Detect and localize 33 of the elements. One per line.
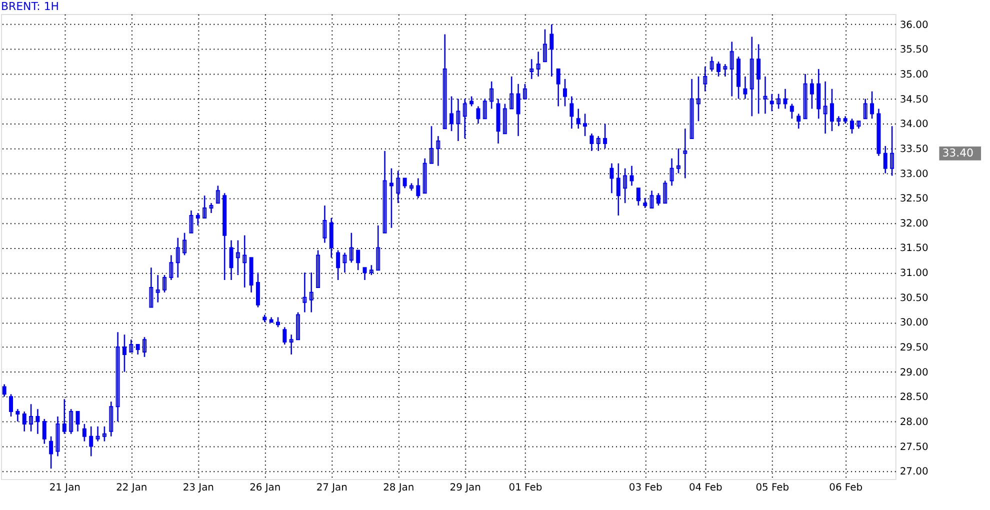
x-tick-label: 26 Jan: [250, 482, 281, 494]
x-tick-label: 27 Jan: [316, 482, 348, 494]
y-tick-label: 29.00: [900, 367, 928, 378]
y-tick-label: 32.00: [900, 218, 928, 230]
y-tick-label: 28.00: [900, 416, 928, 428]
x-tick-label: 04 Feb: [688, 482, 722, 494]
y-tick-label: 32.50: [900, 194, 928, 205]
x-tick-label: 06 Feb: [829, 482, 863, 494]
y-tick-label: 36.00: [900, 20, 928, 31]
x-tick-label: 05 Feb: [756, 482, 790, 494]
x-tick-label: 29 Jan: [450, 482, 481, 494]
text: 33.40: [942, 146, 974, 160]
y-tick-label: 34.00: [900, 119, 928, 130]
y-tick-label: 33.00: [900, 168, 928, 180]
x-tick-label: 23 Jan: [182, 482, 214, 494]
x-tick-label: 01 Feb: [508, 482, 542, 494]
y-tick-label: 27.00: [900, 466, 928, 478]
x-tick-label: 03 Feb: [628, 482, 662, 494]
y-tick-label: 28.50: [900, 392, 928, 404]
x-tick-label: 28 Jan: [383, 482, 414, 494]
y-tick-label: 34.50: [900, 94, 928, 106]
y-tick-label: 31.00: [900, 268, 928, 280]
x-tick-label: 22 Jan: [116, 482, 148, 494]
chart-title: BRENT: 1H: [0, 0, 60, 13]
y-tick-label: 35.00: [900, 69, 928, 80]
y-tick-label: 30.00: [900, 318, 928, 329]
y-tick-label: 31.50: [900, 243, 928, 254]
y-tick-label: 30.50: [900, 292, 928, 304]
y-tick-label: 33.50: [900, 144, 928, 155]
y-tick-label: 35.50: [900, 44, 928, 56]
y-tick-label: 27.50: [900, 442, 928, 453]
y-tick-label: 29.50: [900, 342, 928, 354]
x-tick-label: 21 Jan: [49, 482, 80, 494]
